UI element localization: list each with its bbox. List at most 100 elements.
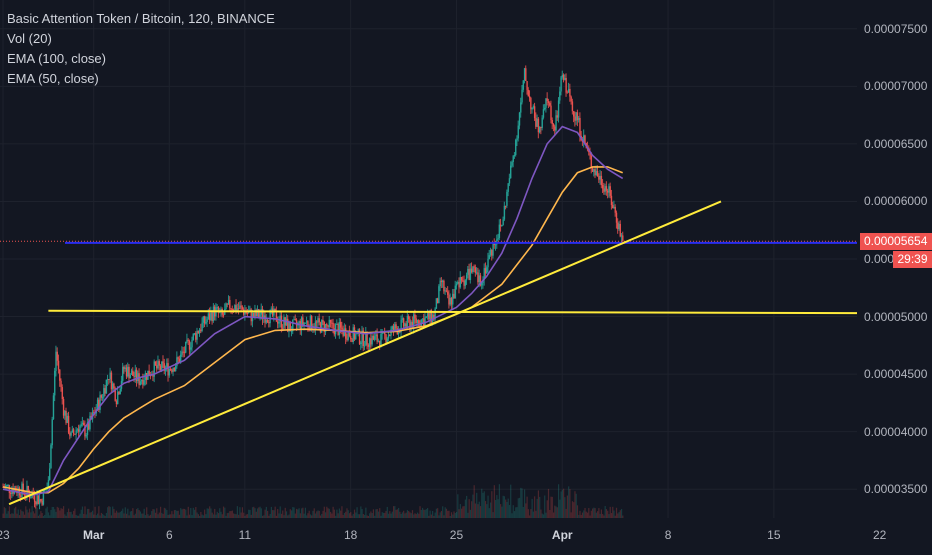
candle-body xyxy=(133,375,135,378)
ema50-indicator-label[interactable]: EMA (50, close) xyxy=(7,71,99,86)
volume-indicator-label[interactable]: Vol (20) xyxy=(7,31,52,46)
volume-bar xyxy=(17,509,19,518)
ema100-indicator-label[interactable]: EMA (100, close) xyxy=(7,51,106,66)
volume-bar xyxy=(26,509,28,518)
volume-bar xyxy=(192,507,194,518)
candle-body xyxy=(515,140,517,155)
candle-body xyxy=(368,338,371,347)
volume-bar xyxy=(414,513,416,518)
time-axis[interactable] xyxy=(0,518,932,550)
volume-bar xyxy=(201,514,203,518)
volume-bar xyxy=(8,506,11,518)
volume-bar xyxy=(430,514,432,518)
candle-body xyxy=(282,327,284,329)
volume-bar xyxy=(462,506,464,518)
price-tick-label: 0.00005000 xyxy=(864,309,928,324)
candle-body xyxy=(415,318,417,324)
volume-bar xyxy=(391,511,393,518)
candle-body xyxy=(428,313,430,320)
candle-body xyxy=(578,117,580,121)
volume-bar xyxy=(233,513,235,518)
volume-bar xyxy=(240,512,242,518)
volume-bar xyxy=(80,509,82,518)
volume-bar xyxy=(437,508,439,518)
volume-bar xyxy=(552,512,555,518)
volume-bar xyxy=(534,496,536,518)
volume-bar xyxy=(275,515,278,518)
candle-body xyxy=(135,369,138,382)
candle-body xyxy=(526,81,528,90)
candle-body xyxy=(372,336,375,340)
volume-bar xyxy=(526,496,528,518)
candle-body xyxy=(503,205,506,220)
candle-body xyxy=(75,430,77,435)
candle-body xyxy=(81,422,84,425)
candle-body xyxy=(54,370,56,396)
candle-body xyxy=(117,391,119,405)
candle-body xyxy=(352,327,354,342)
volume-bar xyxy=(428,515,430,518)
volume-bar xyxy=(292,507,294,518)
volume-bar xyxy=(581,512,584,518)
volume-bar xyxy=(614,515,616,518)
candle-body xyxy=(304,322,307,324)
candle-body xyxy=(172,367,174,372)
candle-body xyxy=(562,74,565,80)
volume-bar xyxy=(249,509,251,518)
candle-body xyxy=(444,290,446,292)
candle-body xyxy=(66,415,69,423)
volume-bar xyxy=(362,514,364,518)
candle-body xyxy=(594,169,596,175)
volume-bar xyxy=(594,508,596,518)
candle-body xyxy=(294,319,297,321)
volume-bar xyxy=(609,506,611,518)
volume-bar xyxy=(586,512,589,518)
volume-bar xyxy=(365,507,367,518)
volume-bar xyxy=(260,508,262,518)
candle-body xyxy=(270,308,273,310)
volume-bar xyxy=(277,509,279,518)
volume-bar xyxy=(423,509,425,518)
candle-body xyxy=(188,340,191,350)
volume-bar xyxy=(299,513,301,518)
volume-bar xyxy=(346,508,348,518)
volume-bar xyxy=(94,506,96,518)
candle-body xyxy=(532,106,535,108)
volume-bar xyxy=(617,513,619,518)
candle-body xyxy=(292,319,294,332)
volume-bar xyxy=(600,509,603,518)
volume-bar xyxy=(307,513,309,518)
volume-bar xyxy=(571,501,574,518)
volume-bar xyxy=(210,508,212,518)
volume-bar xyxy=(409,512,411,518)
candle-body xyxy=(191,340,193,348)
volume-bar xyxy=(31,506,33,518)
volume-bar xyxy=(468,499,470,518)
candle-body xyxy=(552,123,555,127)
volume-bar xyxy=(167,514,169,518)
candle-body xyxy=(67,415,70,433)
volume-bar xyxy=(163,507,165,518)
candle-body xyxy=(449,297,451,305)
volume-bar xyxy=(177,510,179,518)
drawings[interactable] xyxy=(0,200,858,506)
volume-bar xyxy=(259,506,261,518)
candle-body xyxy=(361,330,363,343)
candle-body xyxy=(462,280,464,282)
chart-legend: Basic Attention Token / Bitcoin, 120, BI… xyxy=(7,9,275,89)
volume-bar xyxy=(181,509,183,518)
volume-bar xyxy=(343,512,346,518)
candle-body xyxy=(300,317,303,330)
volume-bar xyxy=(352,513,354,518)
candle-body xyxy=(499,224,502,226)
candle-body xyxy=(527,89,530,97)
symbol-title[interactable]: Basic Attention Token / Bitcoin, 120, BI… xyxy=(7,11,275,26)
volume-bar xyxy=(517,498,519,518)
volume-bar xyxy=(317,510,319,518)
volume-bar xyxy=(107,507,109,518)
volume-bar xyxy=(161,512,163,518)
candle-body xyxy=(148,370,150,376)
candle-body xyxy=(11,489,13,494)
